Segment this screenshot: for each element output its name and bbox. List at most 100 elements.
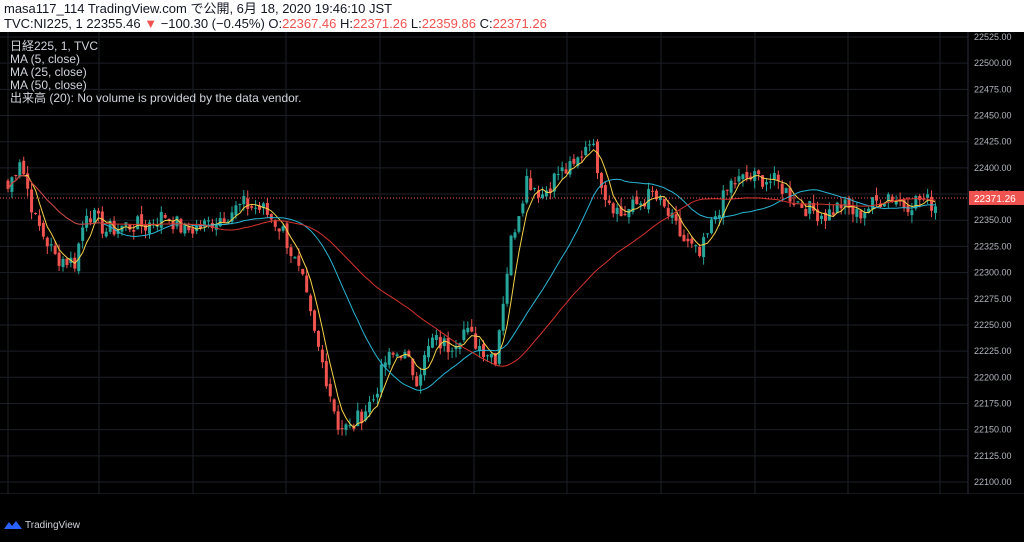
tradingview-brand: TradingView (25, 519, 81, 531)
candle-body (533, 188, 537, 190)
high-value: 22371.26 (353, 16, 408, 31)
candle-body (391, 352, 395, 355)
candle-body (403, 352, 407, 359)
candle-body (26, 173, 30, 189)
candle-body (674, 214, 678, 221)
candle-body (800, 203, 804, 209)
candle-body (395, 354, 399, 357)
candle-body (53, 245, 57, 254)
ma25-line (7, 175, 936, 392)
price-tick-label: 22175.00 (974, 398, 1012, 408)
candle-body (682, 234, 686, 242)
candle-body (537, 190, 541, 198)
candle-body (521, 203, 525, 214)
candle-body (552, 173, 556, 192)
candle-body (301, 268, 305, 275)
candle-body (768, 181, 772, 183)
candle-body (360, 411, 364, 424)
candle-body (717, 215, 721, 219)
candle-body (222, 218, 226, 223)
candle-body (415, 376, 419, 387)
candle-body (89, 218, 93, 223)
tradingview-logo[interactable]: TradingView (4, 517, 80, 533)
candle-body (867, 208, 871, 213)
candle-body (737, 176, 741, 182)
chart-area[interactable]: 22525.00 22500.00 22475.00 22450.00 22425.00… (0, 32, 1024, 524)
candle-body (297, 255, 301, 266)
candle-body (902, 198, 906, 208)
candle-body (764, 182, 768, 185)
candle-body (560, 167, 564, 172)
candle-body (827, 209, 831, 221)
candle-body (470, 326, 474, 332)
candle-body (65, 258, 69, 266)
candle-body (273, 220, 277, 227)
candle-body (584, 146, 588, 156)
price-tick-label: 22150.00 (974, 425, 1012, 435)
candle-body (564, 169, 568, 174)
candle-body (132, 230, 136, 232)
candle-body (22, 160, 26, 175)
candle-body (698, 246, 702, 257)
candle-body (635, 196, 639, 204)
candle-body (320, 349, 324, 363)
candle-body (709, 219, 713, 234)
candle-body (151, 224, 155, 226)
candle-body (348, 425, 352, 427)
last-price-label: 22371.26 (974, 194, 1016, 205)
open-value: 22367.46 (282, 16, 337, 31)
candle-body (851, 206, 855, 215)
candle-body (10, 177, 14, 192)
candle-body (670, 212, 674, 218)
candle-body (784, 188, 788, 194)
price-tick-label: 22100.00 (974, 477, 1012, 487)
candle-body (678, 217, 682, 237)
candle-body (210, 222, 214, 229)
candle-body (651, 190, 655, 192)
price-tick-label: 22250.00 (974, 320, 1012, 330)
candle-body (423, 355, 427, 376)
open-label: O: (268, 16, 283, 31)
price-tick-label: 22125.00 (974, 451, 1012, 461)
price-tick-label: 22450.00 (974, 111, 1012, 121)
legend-volume[interactable]: 出来高 (20): No volume is provided by the d… (10, 91, 302, 105)
candle-body (163, 215, 167, 218)
candle-body (493, 352, 497, 365)
candle-body (407, 350, 411, 357)
candle-body (808, 201, 812, 214)
candle-body (375, 393, 379, 398)
candle-body (364, 411, 368, 421)
candle-body (690, 238, 694, 244)
candle-body (733, 183, 737, 185)
candle-body (894, 201, 898, 205)
candle-body (835, 202, 839, 214)
legend-ma25[interactable]: MA (25, close) (10, 65, 87, 79)
candle-body (324, 361, 328, 387)
candle-body (57, 252, 61, 266)
candle-body (914, 196, 918, 209)
candle-body (474, 333, 478, 349)
legend-ma50[interactable]: MA (50, close) (10, 78, 87, 92)
candle-body (230, 212, 234, 222)
candle-body (871, 197, 875, 210)
candle-body (269, 214, 273, 220)
price-tick-label: 22475.00 (974, 84, 1012, 94)
candle-body (61, 259, 65, 267)
candle-body (183, 223, 187, 234)
candle-body (792, 203, 796, 205)
candle-body (356, 410, 360, 427)
candle-body (238, 203, 242, 205)
price-chart[interactable]: 22525.00 22500.00 22475.00 22450.00 22425.00… (0, 32, 1024, 494)
candle-body (839, 204, 843, 209)
candle-body (831, 212, 835, 215)
candle-body (289, 247, 293, 256)
price-tick-label: 22300.00 (974, 268, 1012, 278)
candle-body (14, 175, 18, 177)
candle-body (85, 215, 89, 228)
candle-body (772, 173, 776, 180)
candle-body (179, 219, 183, 233)
candle-body (112, 220, 116, 235)
legend-series[interactable]: 日経225, 1, TVC (10, 39, 99, 53)
candle-body (910, 210, 914, 216)
legend-ma5[interactable]: MA (5, close) (10, 52, 81, 66)
